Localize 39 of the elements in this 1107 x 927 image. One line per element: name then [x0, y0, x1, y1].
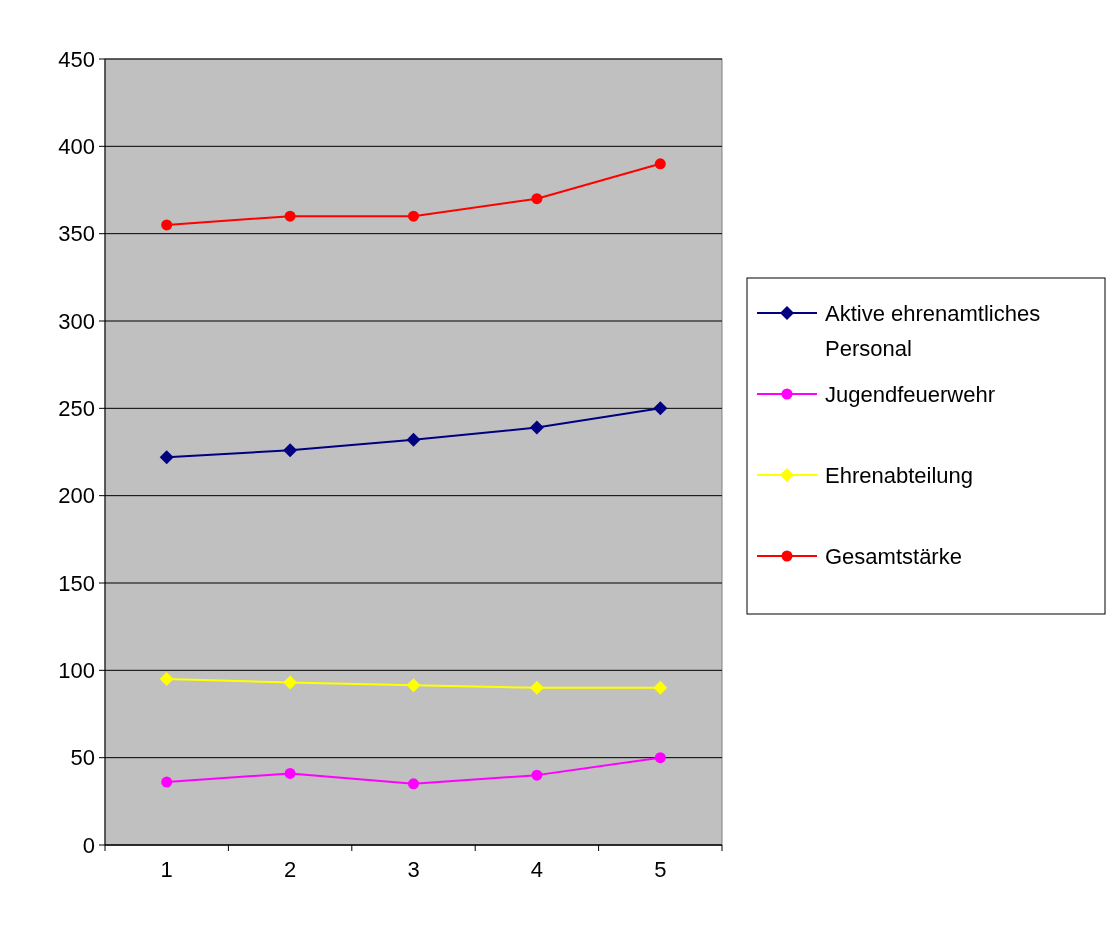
point — [159, 450, 174, 465]
point — [654, 752, 666, 764]
x-tick-label: 5 — [654, 857, 667, 882]
point — [408, 210, 419, 222]
x-tick-label: 1 — [160, 857, 173, 882]
point — [529, 420, 544, 435]
point — [283, 675, 298, 690]
legend-label: Jugendfeuerwehr — [825, 381, 996, 407]
point — [283, 443, 298, 458]
x-tick-label: 4 — [530, 857, 544, 882]
y-tick-label: 450 — [58, 46, 95, 72]
y-tick-label: 200 — [58, 483, 95, 509]
point — [406, 678, 421, 693]
y-tick-label: 300 — [58, 308, 95, 334]
y-tick-label: 100 — [58, 658, 95, 684]
point — [161, 776, 173, 788]
point — [653, 680, 668, 695]
point — [531, 193, 543, 205]
legend-label: Ehrenabteilung — [825, 462, 974, 488]
point — [531, 769, 543, 781]
point — [408, 778, 419, 790]
point — [654, 158, 666, 170]
point — [159, 672, 174, 687]
point — [284, 767, 296, 779]
x-tick-label: 3 — [407, 857, 420, 882]
point — [161, 219, 173, 231]
y-tick-label: 350 — [58, 221, 95, 247]
point — [406, 432, 421, 447]
y-tick-label: 50 — [70, 745, 95, 771]
y-tick-label: 0 — [82, 832, 95, 858]
y-tick-label: 400 — [58, 134, 95, 160]
point — [284, 210, 296, 222]
point — [529, 680, 544, 695]
legend-label: Aktive ehrenamtliches Personal — [825, 300, 1041, 361]
point — [653, 401, 668, 416]
y-tick-label: 250 — [58, 396, 95, 422]
y-tick-label: 150 — [58, 570, 95, 596]
x-tick-label: 2 — [283, 857, 297, 882]
legend-label: Gesamtstärke — [825, 543, 962, 569]
